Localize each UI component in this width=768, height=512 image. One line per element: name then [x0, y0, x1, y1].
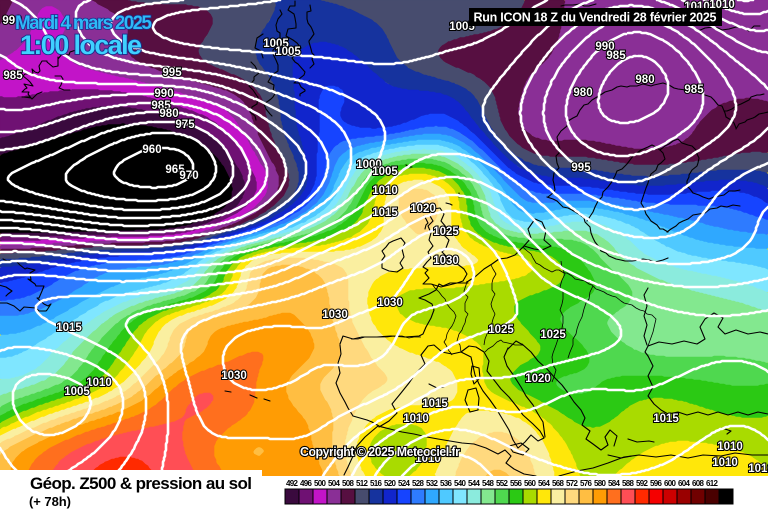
svg-text:540: 540 [454, 479, 467, 488]
svg-text:532: 532 [426, 479, 439, 488]
svg-text:528: 528 [412, 479, 425, 488]
svg-text:1020: 1020 [525, 373, 551, 385]
svg-text:512: 512 [356, 479, 369, 488]
svg-text:536: 536 [440, 479, 453, 488]
svg-text:990: 990 [154, 88, 173, 100]
svg-text:1015: 1015 [56, 322, 82, 334]
svg-text:572: 572 [566, 479, 579, 488]
svg-text:960: 960 [142, 144, 161, 156]
svg-text:556: 556 [510, 479, 523, 488]
svg-text:1030: 1030 [322, 309, 348, 321]
svg-text:980: 980 [635, 74, 654, 86]
svg-text:995: 995 [162, 67, 182, 79]
svg-text:970: 970 [179, 170, 198, 182]
svg-text:588: 588 [622, 479, 635, 488]
svg-text:980: 980 [159, 108, 178, 120]
svg-text:1:00 locale: 1:00 locale [20, 30, 142, 60]
svg-text:Géop. Z500 & pression au sol: Géop. Z500 & pression au sol [30, 474, 252, 493]
svg-text:576: 576 [580, 479, 593, 488]
svg-text:1000: 1000 [356, 159, 382, 171]
svg-text:1015: 1015 [653, 413, 679, 425]
svg-text:492: 492 [286, 479, 299, 488]
svg-text:592: 592 [636, 479, 649, 488]
svg-text:1020: 1020 [410, 203, 436, 215]
svg-text:560: 560 [524, 479, 537, 488]
svg-text:1005: 1005 [372, 166, 398, 178]
svg-text:544: 544 [468, 479, 481, 488]
svg-text:975: 975 [175, 119, 195, 131]
svg-text:1025: 1025 [488, 324, 514, 336]
svg-text:1010: 1010 [86, 377, 112, 389]
svg-text:1015: 1015 [422, 398, 448, 410]
svg-text:1005: 1005 [64, 386, 90, 398]
svg-text:612: 612 [706, 479, 719, 488]
svg-text:Copyright © 2025 Meteociel.fr: Copyright © 2025 Meteociel.fr [300, 445, 460, 459]
svg-text:1010: 1010 [717, 441, 743, 453]
svg-text:1010: 1010 [403, 413, 429, 425]
svg-text:1025: 1025 [540, 329, 566, 341]
svg-text:552: 552 [496, 479, 509, 488]
svg-text:1030: 1030 [377, 297, 403, 309]
svg-text:516: 516 [370, 479, 383, 488]
svg-text:508: 508 [342, 479, 355, 488]
svg-text:985: 985 [606, 50, 626, 62]
svg-text:548: 548 [482, 479, 495, 488]
svg-text:1010: 1010 [415, 453, 441, 465]
svg-text:985: 985 [684, 84, 704, 96]
svg-text:1010: 1010 [712, 457, 738, 469]
svg-text:995: 995 [571, 162, 591, 174]
svg-text:524: 524 [398, 479, 411, 488]
svg-text:980: 980 [573, 87, 592, 99]
svg-text:Run ICON 18 Z du Vendredi 28 f: Run ICON 18 Z du Vendredi 28 février 202… [474, 11, 717, 25]
svg-text:596: 596 [650, 479, 663, 488]
svg-text:604: 604 [678, 479, 691, 488]
svg-text:990: 990 [2, 15, 21, 27]
svg-text:1010: 1010 [748, 463, 768, 475]
svg-text:1030: 1030 [221, 370, 247, 382]
svg-text:1030: 1030 [433, 255, 459, 267]
svg-text:Mardi 4 mars 2025: Mardi 4 mars 2025 [15, 13, 152, 34]
svg-text:564: 564 [538, 479, 551, 488]
svg-text:1025: 1025 [433, 226, 459, 238]
svg-text:965: 965 [165, 164, 185, 176]
svg-text:1005: 1005 [263, 38, 289, 50]
svg-text:1010: 1010 [372, 185, 398, 197]
svg-text:1015: 1015 [372, 207, 398, 219]
svg-text:496: 496 [300, 479, 313, 488]
svg-text:584: 584 [608, 479, 621, 488]
svg-text:985: 985 [3, 70, 23, 82]
svg-text:990: 990 [595, 41, 614, 53]
svg-text:504: 504 [328, 479, 341, 488]
svg-text:985: 985 [151, 100, 171, 112]
svg-text:600: 600 [664, 479, 677, 488]
svg-text:608: 608 [692, 479, 705, 488]
svg-text:1005: 1005 [275, 46, 301, 58]
svg-text:500: 500 [314, 479, 327, 488]
svg-text:568: 568 [552, 479, 565, 488]
svg-text:520: 520 [384, 479, 397, 488]
svg-text:580: 580 [594, 479, 607, 488]
svg-text:(+ 78h): (+ 78h) [29, 494, 71, 509]
